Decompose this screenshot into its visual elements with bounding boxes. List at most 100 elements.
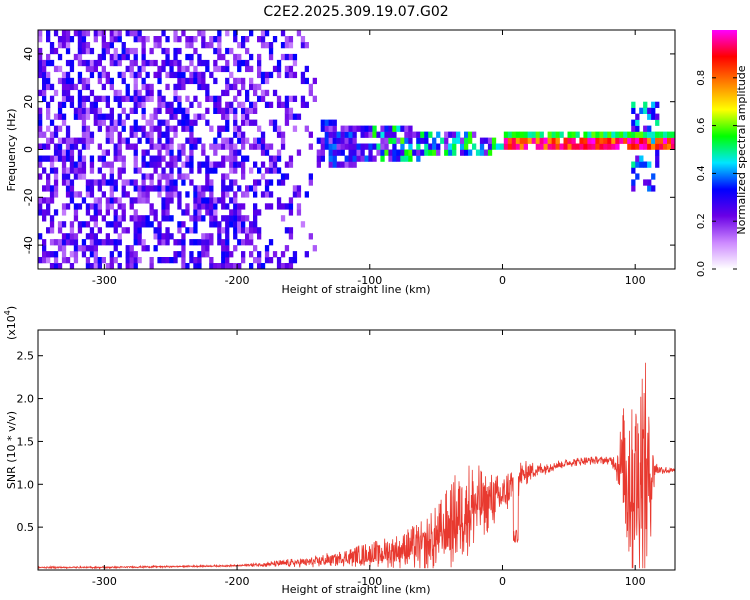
heatmap-cell xyxy=(233,233,238,240)
heatmap-cell xyxy=(193,209,198,216)
heatmap-cell xyxy=(177,203,182,210)
heatmap-cell xyxy=(237,221,242,228)
heatmap-cell xyxy=(213,197,218,204)
heatmap-cell xyxy=(328,155,333,162)
heatmap-cell xyxy=(241,119,246,126)
heatmap-cell xyxy=(42,215,47,222)
heatmap-cell xyxy=(221,185,226,192)
heatmap-cell xyxy=(635,125,640,132)
heatmap-cell xyxy=(225,251,230,258)
heatmap-cell xyxy=(292,113,298,120)
heatmap-cell xyxy=(93,245,98,252)
heatmap-cell xyxy=(260,173,266,180)
heatmap-cell xyxy=(157,101,162,108)
heatmap-cell xyxy=(193,197,198,204)
heatmap-cell xyxy=(189,167,194,174)
heatmap-cell xyxy=(57,137,63,144)
snr-scale-suffix: ) xyxy=(5,306,18,310)
heatmap-cell xyxy=(101,119,106,126)
heatmap-cell xyxy=(197,239,202,246)
heatmap-cell xyxy=(276,203,282,210)
heatmap-cell xyxy=(141,113,146,120)
heatmap-cell xyxy=(555,137,560,144)
heatmap-cell xyxy=(165,101,170,108)
heatmap-cell xyxy=(360,131,365,138)
heatmap-cell xyxy=(595,137,600,144)
heatmap-cell xyxy=(57,36,63,43)
heatmap-cell xyxy=(61,30,67,37)
heatmap-cell xyxy=(193,47,198,55)
heatmap-cell xyxy=(173,95,178,102)
heatmap-cell xyxy=(468,149,473,156)
heatmap-cell xyxy=(308,173,313,180)
heatmap-cell xyxy=(73,215,79,222)
heatmap-cell xyxy=(73,53,79,61)
heatmap-cell xyxy=(328,131,333,138)
heatmap-cell xyxy=(663,131,668,138)
heatmap-cell xyxy=(253,215,258,222)
heatmap-cell xyxy=(332,143,337,150)
heatmap-cell xyxy=(237,149,242,156)
heatmap-cell xyxy=(93,221,98,228)
heatmap-cell xyxy=(241,221,246,228)
heatmap-cell xyxy=(268,42,274,49)
heatmap-cell xyxy=(292,71,298,79)
heatmap-cell xyxy=(209,185,214,192)
heatmap-cell xyxy=(121,203,126,210)
heatmap-cell xyxy=(249,107,254,114)
heatmap-cell xyxy=(173,161,178,168)
heatmap-cell xyxy=(81,155,87,162)
heatmap-cell xyxy=(177,77,182,85)
heatmap-cell xyxy=(392,137,397,144)
heatmap-cell xyxy=(352,161,357,168)
heatmap-cell xyxy=(77,95,83,102)
heatmap-cell xyxy=(101,65,106,73)
heatmap-cell xyxy=(153,185,158,192)
heatmap-cell xyxy=(229,215,234,222)
heatmap-cell xyxy=(408,149,413,156)
heatmap-cell xyxy=(101,53,106,61)
heatmap-cell xyxy=(396,125,401,132)
heatmap-cell xyxy=(113,257,118,264)
heatmap-cell xyxy=(372,155,377,162)
heatmap-cell xyxy=(655,101,660,108)
heatmap-cell xyxy=(288,161,294,168)
heatmap-cell xyxy=(53,125,59,132)
heatmap-cell xyxy=(65,233,71,240)
heatmap-cell xyxy=(197,77,202,85)
heatmap-cell xyxy=(173,83,178,91)
heatmap-cell xyxy=(440,137,445,144)
heatmap-cell xyxy=(49,215,55,222)
heatmap-cell xyxy=(73,173,79,180)
heatmap-cell xyxy=(53,209,59,216)
heatmap-cell xyxy=(113,95,118,102)
heatmap-cell xyxy=(181,77,186,85)
heatmap-cell xyxy=(42,95,47,102)
heatmap-cell xyxy=(89,71,95,79)
heatmap-cell xyxy=(85,83,91,91)
heatmap-cell xyxy=(257,137,262,144)
heatmap-cell xyxy=(42,167,47,174)
heatmap-cell xyxy=(46,179,51,186)
heatmap-cell xyxy=(205,197,210,204)
heatmap-cell xyxy=(42,185,47,192)
heatmap-cell xyxy=(344,137,349,144)
heatmap-cell xyxy=(328,161,333,168)
snr-y-label: SNR (10 * v/v) xyxy=(5,411,18,489)
heatmap-cell xyxy=(567,143,572,150)
heatmap-cell xyxy=(567,131,572,138)
heatmap-cell xyxy=(77,30,83,37)
heatmap-cell xyxy=(141,173,146,180)
heatmap-cell xyxy=(268,119,274,126)
heatmap-cell xyxy=(225,239,230,246)
heatmap-cell xyxy=(133,125,138,132)
heatmap-cell xyxy=(225,59,230,67)
heatmap-cell xyxy=(280,53,286,61)
heatmap-cell xyxy=(312,95,317,102)
heatmap-cell xyxy=(181,125,186,132)
heatmap-cell xyxy=(149,83,154,91)
heatmap-cell xyxy=(503,137,509,144)
heatmap-cell xyxy=(157,77,162,85)
heatmap-cell xyxy=(97,113,102,120)
heatmap-cell xyxy=(173,59,178,67)
